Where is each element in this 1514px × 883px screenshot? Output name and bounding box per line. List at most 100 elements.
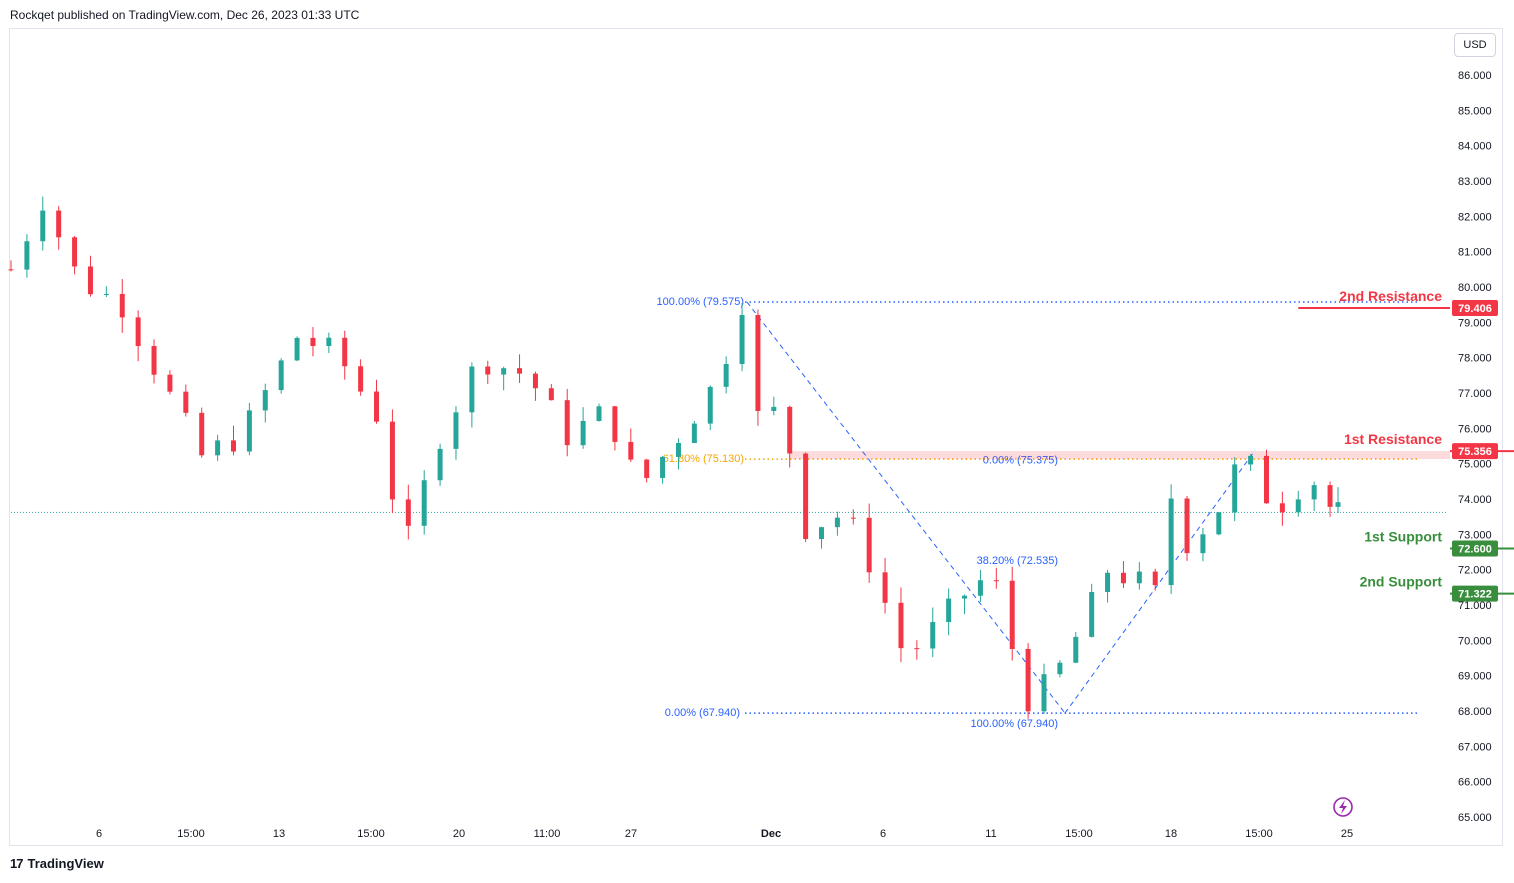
- candle: [675, 438, 681, 470]
- price-tick-label: 72.000: [1458, 565, 1492, 577]
- candle: [1073, 631, 1079, 664]
- candle: [723, 356, 729, 394]
- candle: [628, 428, 634, 462]
- candle: [1216, 511, 1222, 536]
- level-price-badge: [1452, 443, 1498, 460]
- candle: [8, 260, 14, 272]
- candle: [644, 458, 650, 483]
- candle: [977, 569, 983, 602]
- price-tick-label: 74.000: [1458, 494, 1492, 506]
- price-tick-label: 79.000: [1458, 317, 1492, 329]
- level-price-label: 75.356: [1458, 446, 1492, 458]
- price-tick-label: 83.000: [1458, 176, 1492, 188]
- candle: [548, 384, 554, 401]
- fib-retracement-drawings[interactable]: 100.00% (79.575) 61.80% (75.130) 0.00% (67…: [657, 296, 1450, 730]
- candle: [72, 236, 78, 275]
- candle: [1279, 491, 1285, 526]
- candle: [596, 403, 602, 422]
- level-name: 2nd Support: [1360, 574, 1443, 590]
- candle: [374, 379, 380, 424]
- price-tick-label: 78.000: [1458, 353, 1492, 365]
- candle: [914, 640, 920, 660]
- candle: [1200, 527, 1206, 562]
- price-tick-label: 68.000: [1458, 706, 1492, 718]
- tradingview-brand[interactable]: 17 TradingView: [10, 856, 104, 871]
- time-tick-label: 20: [453, 828, 465, 840]
- candle: [564, 388, 570, 457]
- level-price-label: 71.322: [1458, 589, 1492, 601]
- time-tick-label: 15:00: [1245, 828, 1273, 840]
- candle: [930, 607, 936, 658]
- candle: [962, 594, 968, 615]
- candle: [660, 455, 666, 484]
- level-price-badge: [1452, 585, 1498, 602]
- brand-name: TradingView: [27, 856, 104, 871]
- candle: [517, 354, 523, 383]
- fib-label: 38.20% (72.535): [977, 555, 1058, 567]
- lightning-icon[interactable]: [1333, 797, 1353, 817]
- level-price-label: 72.600: [1458, 543, 1492, 555]
- time-tick-label: 18: [1165, 828, 1177, 840]
- time-tick-label: Dec: [761, 828, 781, 840]
- price-tick-label: 77.000: [1458, 388, 1492, 400]
- price-axis[interactable]: 65.000 66.000 67.000 68.000 69.000 70.000 71.0…: [1458, 70, 1492, 824]
- publisher-credit: Rockqet published on TradingView.com, De…: [10, 8, 360, 22]
- candle: [389, 409, 395, 514]
- level-price-badge: [1452, 540, 1498, 557]
- candle: [1152, 568, 1158, 591]
- candle: [755, 309, 761, 426]
- time-axis[interactable]: 6 15:00 13 15:00 20 11:00 27 Dec 6 11 15:00 18 15:00…: [96, 828, 1353, 840]
- candle: [151, 339, 157, 384]
- price-tick-label: 66.000: [1458, 777, 1492, 789]
- tradingview-logo-icon: 17: [10, 856, 24, 871]
- candle: [993, 567, 999, 589]
- level-name: 2nd Resistance: [1339, 288, 1442, 304]
- candle: [167, 370, 173, 395]
- candle: [87, 255, 93, 297]
- price-tick-label: 75.000: [1458, 459, 1492, 471]
- fib-label: 0.00% (67.940): [665, 707, 740, 719]
- time-tick-label: 15:00: [357, 828, 385, 840]
- candle: [1009, 566, 1015, 661]
- price-tick-label: 85.000: [1458, 105, 1492, 117]
- candle: [215, 434, 221, 461]
- replay-icon-layer[interactable]: [1333, 797, 1353, 817]
- candle: [707, 385, 713, 431]
- level-name: 1st Support: [1364, 528, 1442, 544]
- fib-label: 100.00% (67.940): [971, 718, 1058, 730]
- time-tick-label: 13: [273, 828, 285, 840]
- candle: [56, 206, 62, 250]
- candle: [1089, 583, 1095, 638]
- candle: [1263, 449, 1269, 504]
- support-resistance-levels[interactable]: 2nd Resistance 79.406 1st Resistance 75.356…: [11, 288, 1514, 602]
- candle: [803, 452, 809, 543]
- time-tick-label: 6: [880, 828, 886, 840]
- time-tick-label: 27: [625, 828, 637, 840]
- time-tick-label: 6: [96, 828, 102, 840]
- candle: [771, 396, 777, 416]
- fib-trend-line: [746, 301, 1066, 714]
- candle: [1232, 457, 1238, 522]
- candle: [946, 588, 952, 636]
- resistance-zone: [790, 451, 1450, 460]
- price-tick-label: 86.000: [1458, 70, 1492, 82]
- price-tick-label: 69.000: [1458, 671, 1492, 683]
- candle: [1295, 490, 1301, 517]
- candle: [358, 359, 364, 396]
- candle: [262, 383, 268, 423]
- price-tick-label: 76.000: [1458, 423, 1492, 435]
- candle: [1120, 561, 1126, 589]
- candle: [1184, 495, 1190, 561]
- fib-label: 61.80% (75.130): [663, 453, 744, 465]
- candle: [453, 406, 459, 460]
- candle: [1105, 569, 1111, 603]
- candle: [1311, 481, 1317, 512]
- currency-selector[interactable]: USD: [1454, 33, 1496, 57]
- fib-label: 100.00% (79.575): [657, 296, 744, 308]
- candle: [230, 425, 236, 456]
- candle: [1025, 643, 1031, 719]
- candle: [501, 366, 507, 391]
- time-tick-label: 11:00: [534, 828, 561, 840]
- candle: [1057, 660, 1063, 678]
